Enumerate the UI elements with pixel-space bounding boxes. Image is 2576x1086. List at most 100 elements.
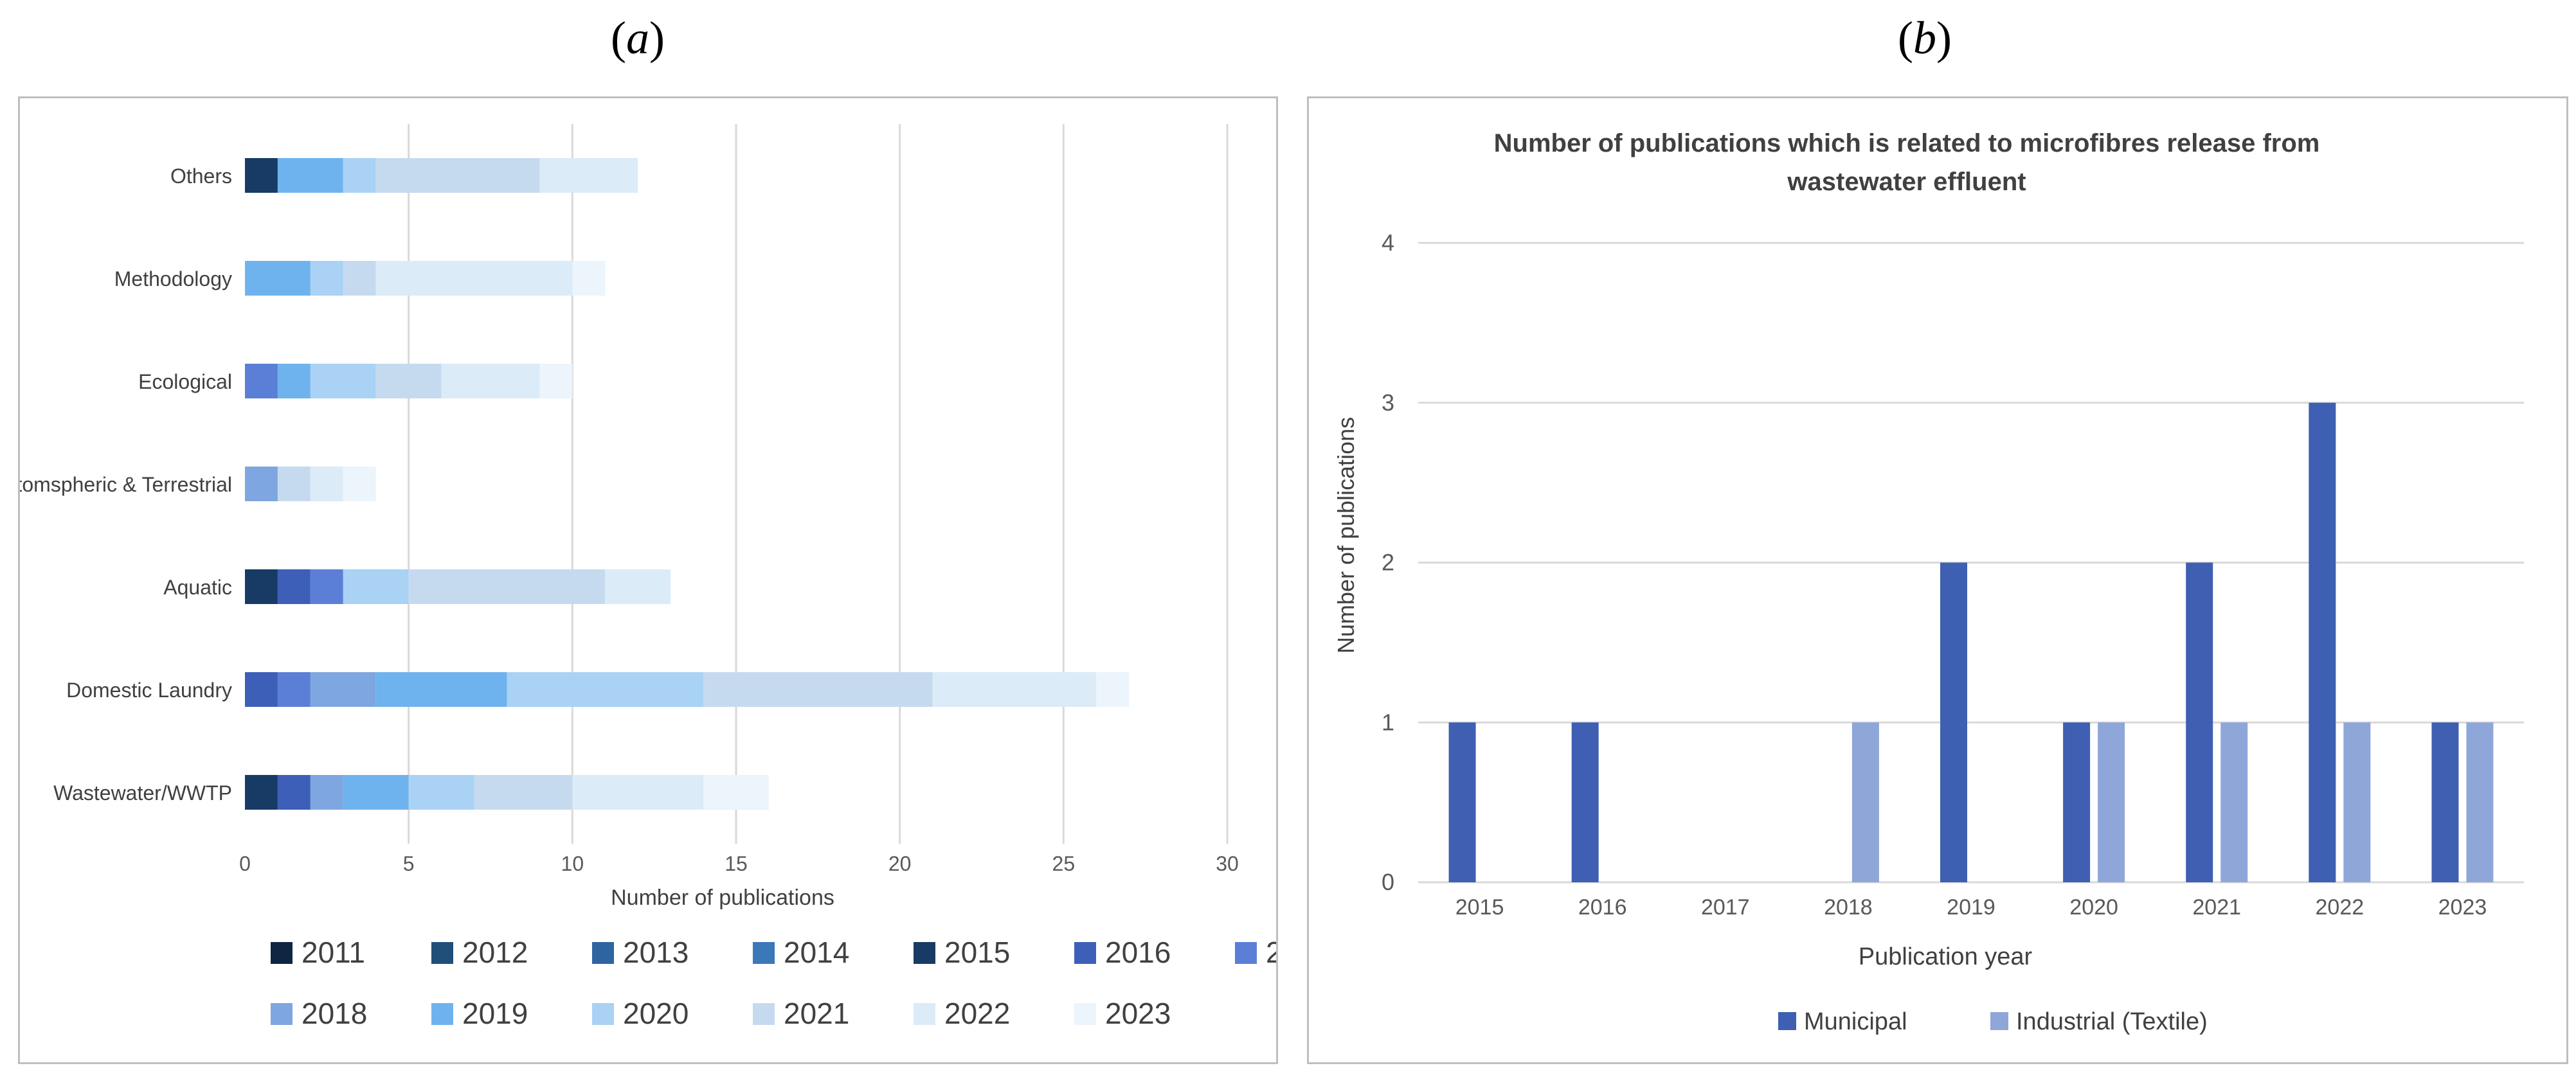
chart-a-legend-swatch (1235, 942, 1257, 964)
chart-b-ytick-label: 0 (1382, 869, 1394, 895)
chart-b-xtick-label: 2023 (2438, 895, 2487, 920)
chart-a-bar-segment (245, 364, 278, 398)
chart-a-legend-swatch (271, 1003, 293, 1025)
chart-b-xtick-label: 2015 (1455, 895, 1504, 920)
chart-a-bar-segment (375, 158, 540, 193)
chart-b-xtick-label: 2021 (2192, 895, 2241, 920)
chart-a-bar-segment (932, 672, 1097, 707)
chart-a-bar-segment (703, 775, 769, 810)
panel-b-label: (b) (1898, 12, 1952, 64)
chart-a-frame: Wastewater/WWTP Domestic Laundry Aquatic At… (3, 96, 1331, 1064)
chart-a-bar-segment (343, 775, 409, 810)
chart-a-bar-segment (310, 364, 376, 398)
chart-a-bar-segment (572, 775, 704, 810)
chart-a-legend-label: 2019 (462, 997, 528, 1030)
chart-a-bar-segment (441, 364, 540, 398)
chart-b-xlabel: Publication year (1859, 943, 2033, 970)
chart-b-bar (2220, 722, 2248, 882)
chart-a-legend-label: 2016 (1105, 936, 1171, 969)
chart-a-category-label: Methodology (114, 267, 232, 290)
chart-a-bar-segment (277, 364, 311, 398)
chart-a-legend-label: 2014 (784, 936, 849, 969)
chart-a-category-label: Aquatic (163, 576, 232, 599)
chart-a-bar-segment (277, 569, 311, 604)
chart-a-bar-segment (408, 569, 606, 604)
chart-a-bar-segment (539, 158, 638, 193)
chart-a-bar-segment (343, 467, 376, 501)
chart-a-legend-swatch (592, 1003, 614, 1025)
chart-a-bar-segment (245, 672, 278, 707)
chart-b-xtick-label: 2020 (2069, 895, 2118, 920)
chart-a-bar-segment (375, 261, 573, 296)
chart-a-bar-segment (343, 569, 409, 604)
chart-a-bar-segment (310, 467, 343, 501)
chart-a-xtick-label: 20 (888, 852, 912, 875)
chart-b-bar (2431, 722, 2459, 882)
chart-a-legend-label: 2011 (302, 936, 365, 969)
chart-a-bar-segment (245, 467, 278, 501)
chart-b-legend-swatch (1778, 1012, 1796, 1030)
chart-a-bar-segment (474, 775, 573, 810)
chart-a-xtick-label: 5 (403, 852, 415, 875)
chart-a-legend-swatch (592, 942, 614, 964)
chart-a-legend-swatch (753, 1003, 775, 1025)
chart-b-legend-label: Municipal (1804, 1008, 1907, 1035)
chart-a-legend-label: 2013 (623, 936, 689, 969)
chart-a-legend-label: 2015 (944, 936, 1010, 969)
chart-a-bar-segment (310, 569, 343, 604)
chart-b-ytick-label: 3 (1382, 389, 1394, 416)
chart-b-title-line1: Number of publications which is related … (1494, 129, 2320, 157)
chart-a-xtick-label: 25 (1052, 852, 1076, 875)
chart-a-bar-segment (245, 569, 278, 604)
chart-b-bar (2063, 722, 2091, 882)
chart-a-category-label: Ecological (138, 370, 232, 393)
chart-b-ytick-label: 1 (1382, 709, 1394, 735)
chart-a-bar-segment (245, 775, 278, 810)
chart-b-xtick-label: 2019 (1947, 895, 1995, 920)
chart-a-legend-swatch (1074, 942, 1096, 964)
chart-a-bar-segment (277, 158, 343, 193)
chart-b-xtick-label: 2016 (1578, 895, 1627, 920)
chart-b-bar (1940, 562, 1967, 882)
chart-a-bar-segment (539, 364, 573, 398)
chart-a-xlabel: Number of publications (611, 886, 834, 910)
chart-a-xtick-label: 0 (239, 852, 251, 875)
chart-a-bar-segment (277, 672, 311, 707)
chart-b-bar (2309, 402, 2336, 882)
chart-b-bar (2186, 562, 2213, 882)
chart-a-bar-segment (277, 467, 311, 501)
chart-a-bar-segment (375, 672, 507, 707)
chart-b-frame: Number of publications which is related … (1307, 96, 2568, 1064)
chart-a-legend-label: 2017 (1266, 936, 1276, 969)
chart-b-bar (1851, 722, 1879, 882)
chart-a-legend-swatch (1074, 1003, 1096, 1025)
panel-a-label: (a) (611, 12, 665, 64)
chart-a-bar-segment (245, 261, 311, 296)
chart-a-legend-label: 2012 (462, 936, 528, 969)
chart-a-bar-segment (310, 775, 343, 810)
chart-a-legend-label: 2018 (302, 997, 367, 1030)
chart-a-bar-segment (310, 672, 376, 707)
chart-a-bar-segment (343, 158, 376, 193)
chart-b-xtick-label: 2022 (2316, 895, 2364, 920)
chart-a-legend-label: 2020 (623, 997, 689, 1030)
chart-b-bar (2466, 722, 2494, 882)
chart-a-bar-segment (245, 158, 278, 193)
chart-b-ytick-label: 4 (1382, 229, 1394, 256)
chart-b-xtick-label: 2017 (1701, 895, 1750, 920)
chart-a-category-label: Others (170, 165, 232, 188)
chart-a-xtick-label: 15 (725, 852, 748, 875)
chart-a-legend-swatch (914, 1003, 935, 1025)
chart-a-bar-segment (572, 261, 606, 296)
chart-b-bar (2343, 722, 2371, 882)
chart-a-legend-label: 2022 (944, 997, 1010, 1030)
chart-a-legend-swatch (753, 942, 775, 964)
chart-b-legend-swatch (1990, 1012, 2008, 1030)
chart-a-bar-segment (310, 261, 343, 296)
chart-a-legend-swatch (271, 942, 293, 964)
chart-a-bar-segment (703, 672, 933, 707)
chart-b-bar (1571, 722, 1599, 882)
chart-a-xtick-label: 30 (1216, 852, 1239, 875)
chart-a-bar-segment (507, 672, 704, 707)
chart-a-svg: Wastewater/WWTP Domestic Laundry Aquatic At… (3, 124, 1331, 1030)
